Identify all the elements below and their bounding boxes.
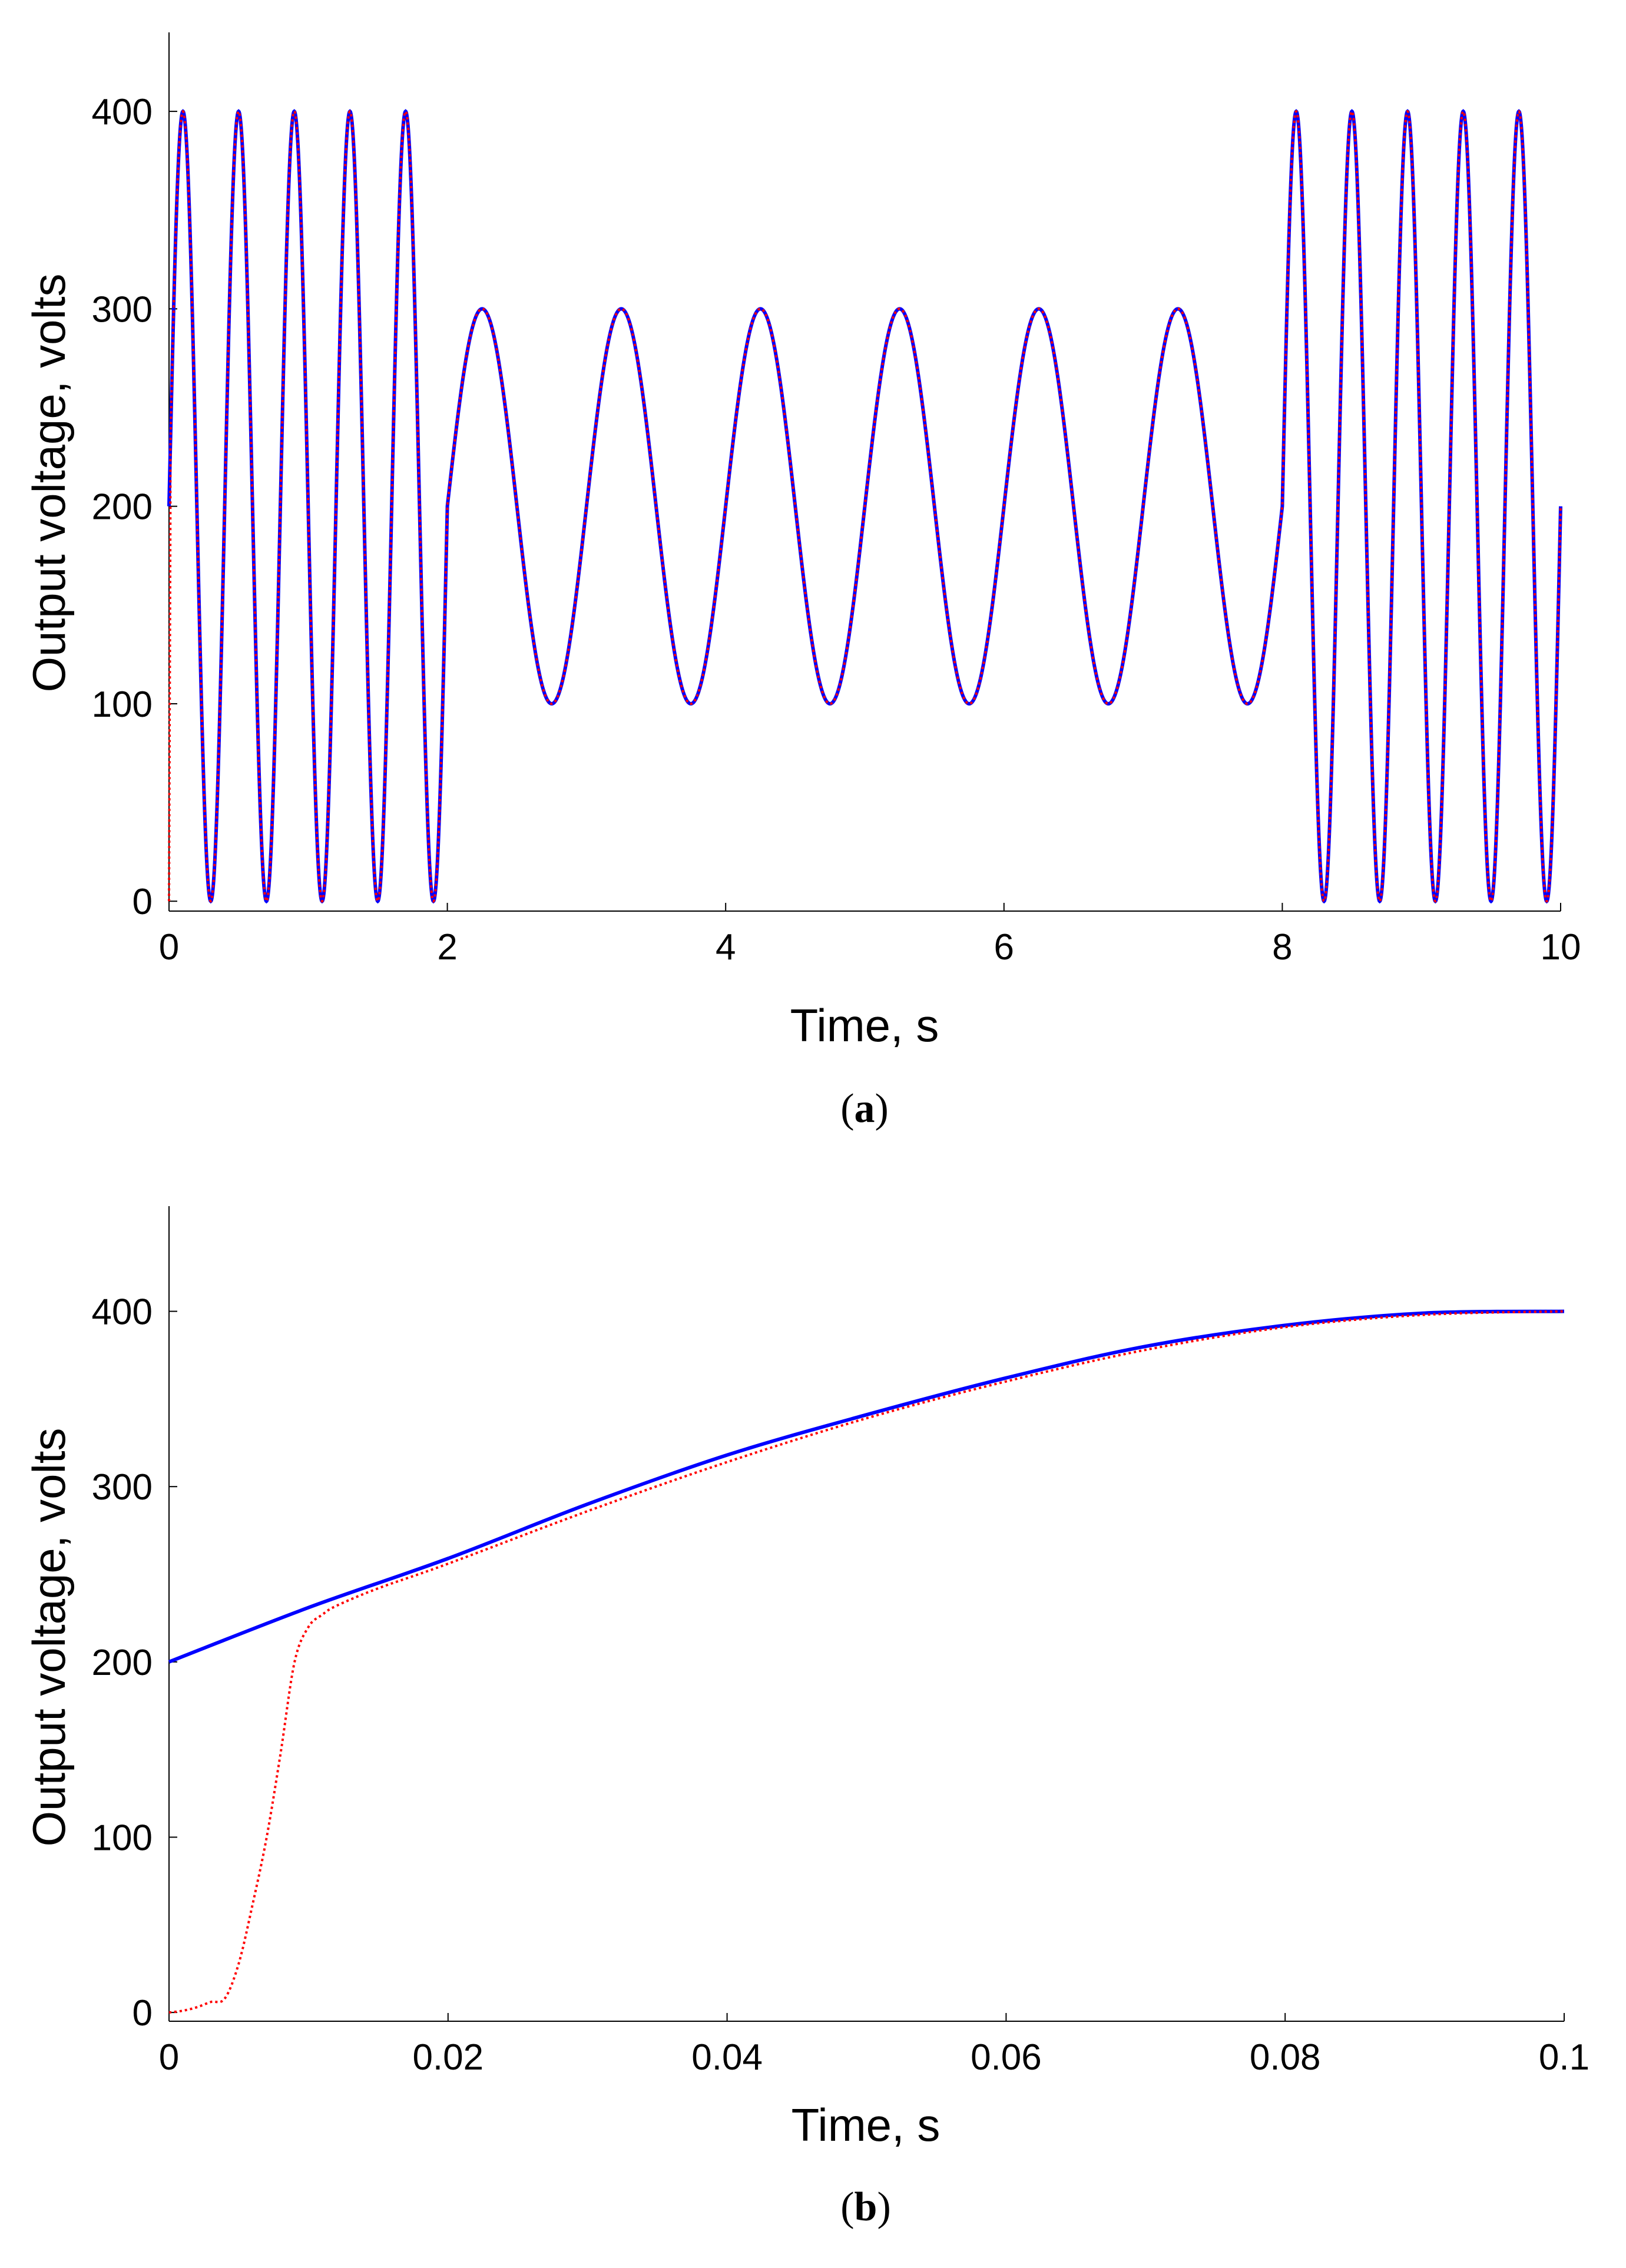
y-tick-label: 0 xyxy=(133,1993,153,2034)
x-tick-label: 2 xyxy=(437,927,457,968)
y-axis-label: Output voltage, volts xyxy=(23,273,75,692)
x-tick-label: 0.08 xyxy=(1250,2037,1321,2078)
y-tick-label: 200 xyxy=(92,487,153,528)
y-tick-label: 400 xyxy=(92,1292,153,1333)
x-tick-label: 0.1 xyxy=(1539,2037,1589,2078)
x-axis-label: Time, s xyxy=(790,999,939,1051)
chart-panel-b: 0 0.02 0.04 0.06 0.08 0.1 0 100 200 300 400 Time,… xyxy=(23,1206,1589,2230)
x-tick-label: 4 xyxy=(716,927,736,968)
x-tick-label: 8 xyxy=(1272,927,1292,968)
x-axis-label: Time, s xyxy=(792,2099,941,2151)
x-tick-label: 0 xyxy=(159,2037,179,2078)
y-ticks: 0 100 200 300 400 xyxy=(92,1292,177,2034)
y-tick-label: 200 xyxy=(92,1643,153,1683)
y-tick-label: 400 xyxy=(92,92,153,133)
y-tick-label: 300 xyxy=(92,1467,153,1508)
panel-label-a: a xyxy=(855,1086,875,1131)
x-ticks: 0 0.02 0.04 0.06 0.08 0.1 xyxy=(159,2013,1589,2078)
x-tick-label: 0.04 xyxy=(691,2037,763,2078)
x-tick-label: 0.06 xyxy=(971,2037,1042,2078)
panel-label-b: b xyxy=(855,2184,877,2230)
x-tick-label: 6 xyxy=(994,927,1014,968)
y-ticks: 0 100 200 300 400 xyxy=(92,92,177,922)
x-tick-label: 0.02 xyxy=(412,2037,484,2078)
chart-panel-a: 0 2 4 6 8 10 0 100 200 300 400 Time, s Output vol… xyxy=(23,32,1581,1131)
x-ticks: 0 2 4 6 8 10 xyxy=(159,903,1581,968)
panel-caption-b: (b) xyxy=(840,2184,891,2230)
series-group xyxy=(167,109,1562,904)
panel-caption-a: (a) xyxy=(840,1086,889,1131)
series-group xyxy=(168,1309,1565,2014)
series-reference-line xyxy=(168,1309,1565,1664)
series-output-line xyxy=(168,1310,1565,2014)
x-tick-label: 0 xyxy=(159,927,179,968)
y-tick-label: 300 xyxy=(92,289,153,330)
x-tick-label: 10 xyxy=(1541,927,1581,968)
y-tick-label: 0 xyxy=(133,882,153,922)
y-tick-label: 100 xyxy=(92,1817,153,1858)
y-tick-label: 100 xyxy=(92,684,153,725)
y-axis-label: Output voltage, volts xyxy=(23,1428,75,1846)
series-output-line xyxy=(168,110,1562,903)
